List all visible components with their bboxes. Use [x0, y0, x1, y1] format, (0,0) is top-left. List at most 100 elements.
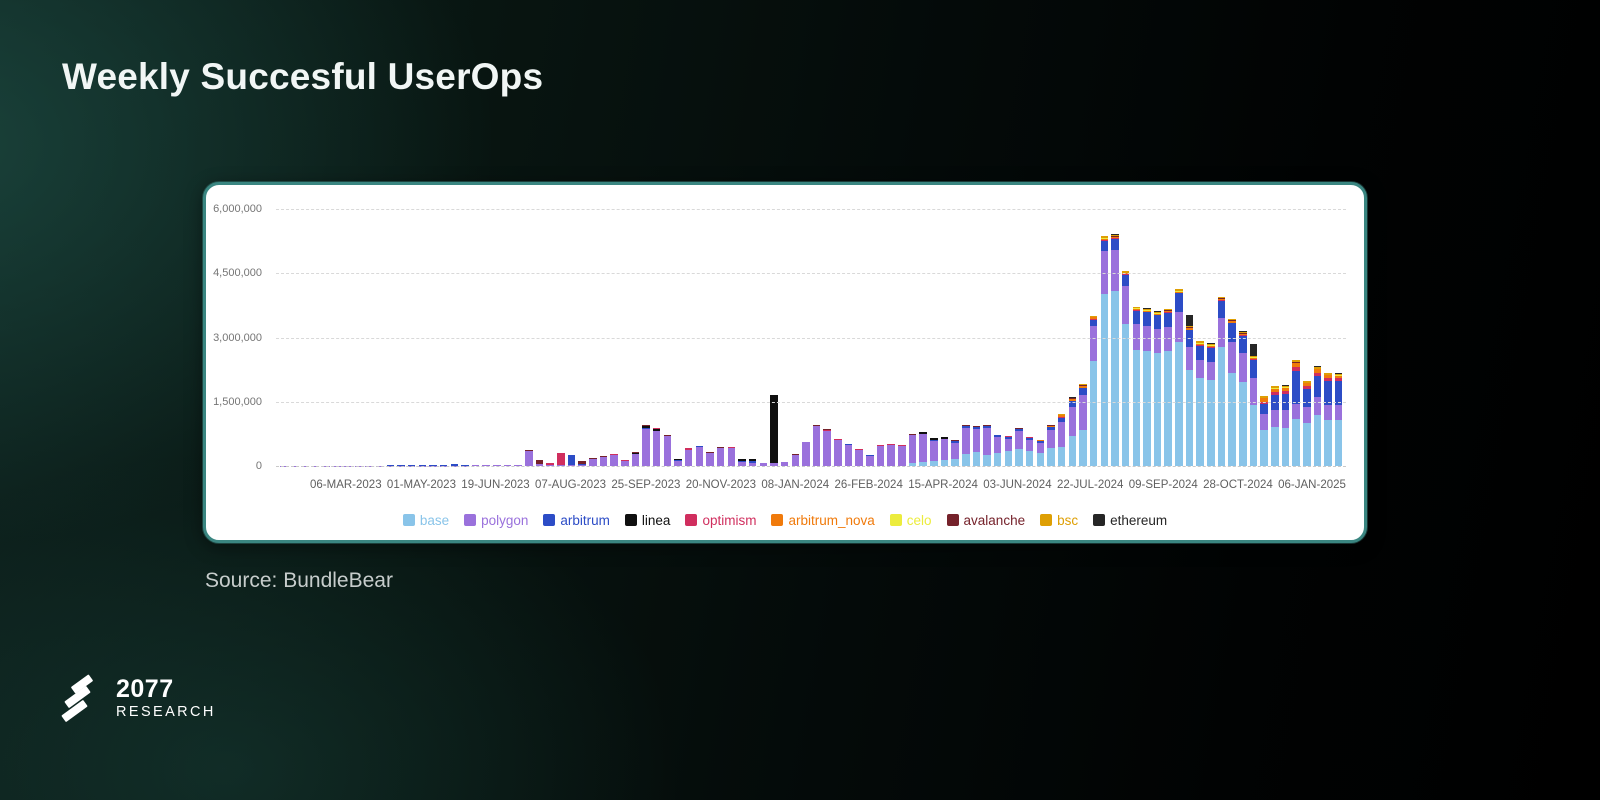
legend-item-linea: linea [624, 513, 670, 528]
bar-segment-arbitrum_nova [1217, 299, 1226, 301]
bar-segment-polygon [770, 463, 778, 466]
bar-segment-arbitrum_nova [1334, 375, 1343, 379]
bar-segment-base [1334, 420, 1343, 466]
bar [1196, 209, 1204, 466]
bar-segment-arbitrum [930, 440, 938, 441]
bar-segment-polygon [706, 453, 714, 466]
bar-segment-bsc [1196, 341, 1204, 343]
bar [695, 209, 704, 466]
gridline [276, 209, 1346, 210]
bar-segment-linea [770, 394, 778, 464]
x-axis-label: 01-MAY-2023 [386, 479, 456, 491]
x-axis-label: 25-SEP-2023 [611, 479, 681, 491]
x-axis-label: 09-SEP-2024 [1128, 479, 1198, 491]
gridline [276, 273, 1346, 275]
x-axis-label: 26-FEB-2024 [834, 479, 903, 491]
bar [557, 209, 565, 466]
bar-segment-polygon [599, 457, 608, 466]
bar-segment-base [1303, 423, 1311, 466]
bar-segment-polygon [493, 465, 501, 466]
legend-swatch-icon [946, 514, 959, 526]
x-axis-label: 06-JAN-2025 [1278, 479, 1346, 491]
bar-segment-arbitrum [951, 440, 959, 443]
bars-area [280, 209, 1344, 466]
legend-label: polygon [481, 512, 529, 528]
bar-segment-linea [738, 459, 746, 461]
logo-text: 2077 RESEARCH [116, 676, 216, 721]
bar-segment-polygon [1025, 439, 1034, 452]
bar-segment-polygon [1121, 286, 1130, 324]
bar-segment-avalanche [706, 451, 714, 453]
bar-segment-celo [1121, 272, 1130, 274]
bar [461, 209, 469, 466]
bar-segment-base [1196, 378, 1204, 466]
bar-segment-base [972, 451, 981, 466]
bar [972, 209, 981, 466]
bar-segment-base [1207, 380, 1215, 466]
bar [1175, 209, 1183, 466]
bar-segment-avalanche [716, 447, 725, 448]
legend-swatch-icon [685, 514, 698, 526]
bar-segment-arbitrum [962, 425, 970, 429]
bar [1313, 209, 1322, 466]
bar-segment-arbitrum [1164, 312, 1172, 327]
bar-segment-arbitrum [748, 460, 757, 464]
bar [1249, 209, 1258, 466]
bar-segment-optimism [1079, 387, 1087, 389]
bar-segment-base [1015, 449, 1023, 466]
bar-segment-avalanche [898, 444, 906, 446]
bar-segment-polygon [578, 464, 586, 466]
bar-segment-arbitrum_nova [1132, 308, 1140, 311]
bar-segment-optimism [1143, 311, 1151, 313]
bar-segment-base [1239, 382, 1247, 466]
bar [322, 209, 331, 466]
bar-segment-polygon [1313, 396, 1322, 416]
bar [780, 209, 789, 466]
bar-segment-polygon [482, 465, 490, 466]
bar-segment-polygon [738, 461, 746, 466]
bar-segment-polygon [802, 442, 810, 466]
bar-segment-optimism [1292, 367, 1300, 371]
legend-swatch-icon [1093, 514, 1106, 526]
bar-segment-polygon [791, 455, 799, 466]
bar [876, 209, 885, 466]
bar-segment-arbitrum_nova [1324, 375, 1332, 378]
bar-segment-polygon [855, 449, 863, 466]
bar [1324, 209, 1332, 466]
x-axis-label: 15-APR-2024 [908, 479, 978, 491]
bar-segment-polygon [1047, 430, 1055, 449]
bar-segment-arbitrum [1057, 417, 1066, 423]
bar-segment-arbitrum [898, 445, 906, 447]
bar-segment-base [1089, 361, 1098, 466]
bar-segment-arbitrum_nova [1260, 398, 1268, 402]
bar-segment-celo [1100, 238, 1109, 239]
bar-segment-polygon [716, 448, 725, 466]
gridline [276, 337, 1346, 339]
bar-segment-arbitrum_nova [1079, 385, 1087, 388]
bar-segment-base [951, 459, 959, 466]
bar-segment-optimism [1164, 312, 1172, 313]
bar-segment-polygon [1100, 251, 1109, 294]
bar-segment-polygon [1143, 325, 1151, 352]
bar-segment-bsc [1228, 318, 1236, 321]
bar-segment-polygon [972, 428, 981, 452]
bar-segment-base [1004, 451, 1013, 466]
legend-item-bsc: bsc [1040, 513, 1078, 528]
bar [791, 209, 799, 466]
bar-segment-bsc [1057, 413, 1066, 415]
bar-segment-avalanche [535, 460, 544, 465]
bar-segment-polygon [557, 464, 565, 466]
bar-segment-celo [1111, 236, 1119, 238]
legend-swatch-icon [402, 514, 415, 526]
y-axis-label: 4,500,000 [213, 267, 262, 280]
bar-segment-polygon [748, 463, 757, 466]
bar-segment-polygon [652, 431, 661, 466]
legend-swatch-icon [543, 514, 556, 526]
bar-segment-optimism [610, 453, 618, 455]
bar-segment-arbitrum_nova [1271, 388, 1279, 392]
bar-segment-polygon [1185, 346, 1194, 370]
bar [684, 209, 693, 466]
bar-segment-celo [1228, 320, 1236, 322]
bar-segment-polygon [1036, 442, 1045, 453]
bar-segment-bsc [1185, 326, 1194, 328]
